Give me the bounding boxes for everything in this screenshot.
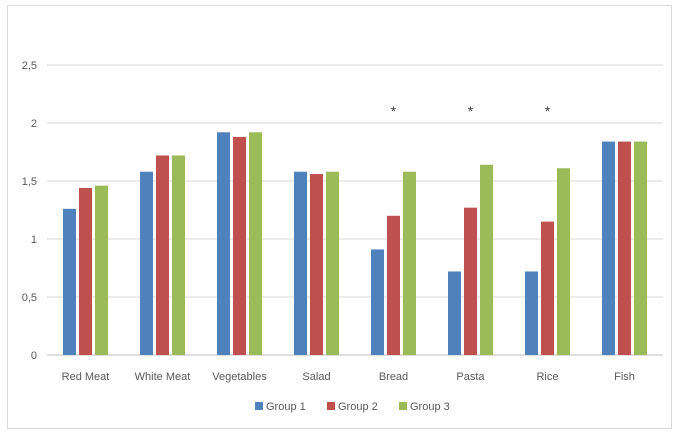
gridlines	[47, 64, 663, 356]
x-tick-label: Vegetables	[212, 371, 267, 383]
bar	[387, 215, 400, 355]
bar	[233, 136, 246, 355]
bar	[557, 168, 570, 355]
y-tick-label: 0	[31, 350, 37, 362]
bar	[618, 141, 631, 355]
chart-frame: 0 0,5 1 1,5 2 2,5 * * * Red Meat White Meat Veget…	[7, 5, 672, 429]
y-tick-label: 0,5	[22, 292, 37, 304]
bar	[326, 171, 339, 355]
bar	[371, 249, 384, 355]
significance-annotations: * * *	[391, 103, 551, 119]
bar	[140, 171, 153, 355]
y-tick-label: 1	[31, 234, 37, 246]
y-tick-label: 1,5	[22, 176, 37, 188]
y-tick-label: 2,5	[22, 60, 37, 72]
legend-label: Group 3	[410, 401, 450, 413]
legend-swatch	[327, 402, 335, 410]
legend: Group 1 Group 2 Group 3	[255, 401, 450, 413]
x-tick-label: Fish	[614, 371, 635, 383]
x-tick-label: Red Meat	[62, 371, 110, 383]
legend-swatch	[255, 402, 263, 410]
x-tick-label: Pasta	[456, 371, 485, 383]
bar	[294, 171, 307, 355]
bar-chart: 0 0,5 1 1,5 2 2,5 * * * Red Meat White Meat Veget…	[22, 60, 663, 413]
significance-asterisk: *	[545, 103, 551, 119]
significance-asterisk: *	[391, 103, 397, 119]
bar	[541, 221, 554, 355]
x-axis-labels: Red Meat White Meat Vegetables Salad Bread Pa…	[62, 371, 635, 383]
y-axis-labels: 0 0,5 1 1,5 2 2,5	[22, 60, 37, 362]
bar	[310, 174, 323, 355]
x-tick-label: Salad	[302, 371, 330, 383]
bar	[602, 141, 615, 355]
bar	[79, 187, 92, 355]
legend-label: Group 2	[338, 401, 378, 413]
bar	[63, 208, 76, 355]
legend-label: Group 1	[266, 401, 306, 413]
bar	[525, 271, 538, 355]
x-tick-label: Rice	[536, 371, 558, 383]
bar	[156, 155, 169, 355]
bar	[480, 164, 493, 355]
x-tick-label: White Meat	[135, 371, 191, 383]
bars	[63, 132, 647, 355]
bar	[95, 185, 108, 355]
bar	[217, 132, 230, 355]
significance-asterisk: *	[468, 103, 474, 119]
bar	[249, 132, 262, 355]
bar	[464, 207, 477, 355]
bar	[448, 271, 461, 355]
bar	[172, 155, 185, 355]
legend-swatch	[399, 402, 407, 410]
x-tick-label: Bread	[379, 371, 408, 383]
bar	[403, 171, 416, 355]
bar	[634, 141, 647, 355]
y-tick-label: 2	[31, 118, 37, 130]
